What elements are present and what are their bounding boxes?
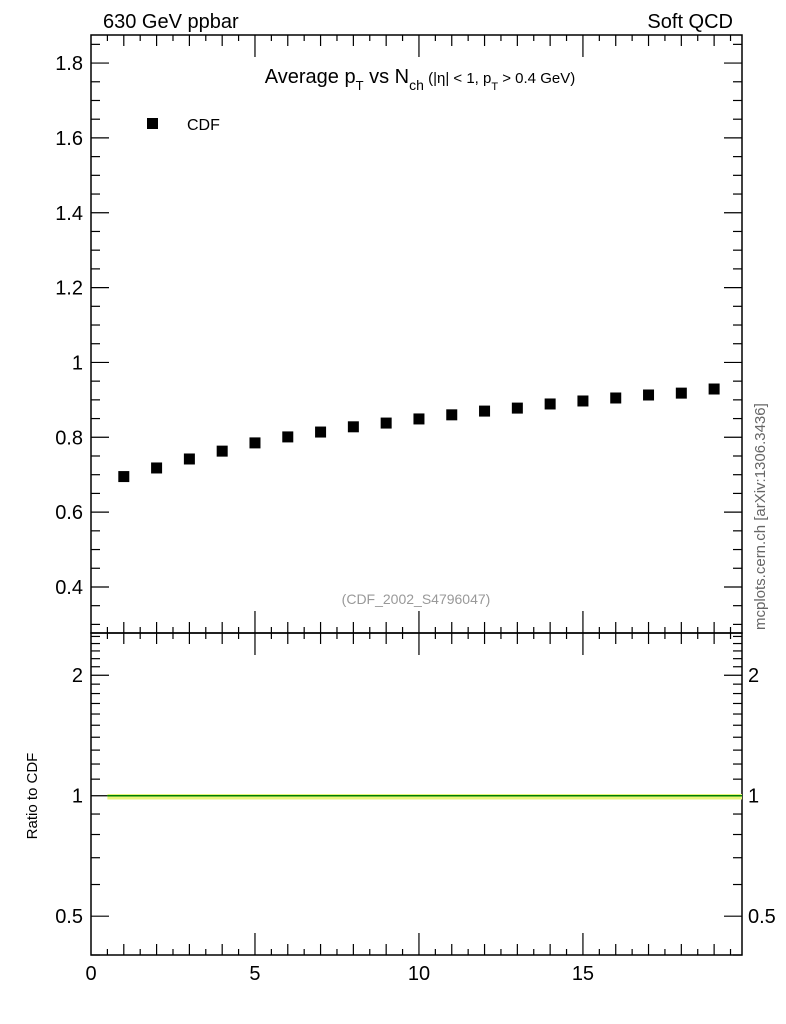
data-point [347, 421, 359, 433]
side-label: mcplots.cern.ch [arXiv:1306.3436] [752, 403, 769, 630]
ratio-ylabel: Ratio to CDF [24, 753, 41, 840]
main-plot: 0.4 0.6 0.8 1 1.2 1.4 1.6 1.8 [55, 34, 743, 634]
ratio-y-tick-label: 2 [72, 665, 83, 687]
x-tick-label: 15 [572, 963, 594, 985]
data-point [643, 389, 655, 401]
ratio-y-tick-label-right: 0.5 [748, 906, 776, 928]
header-right: Soft QCD [647, 11, 733, 33]
data-point [610, 392, 622, 404]
x-tick-label: 5 [249, 963, 260, 985]
data-point [183, 453, 195, 465]
analysis-id: (CDF_2002_S4796047) [342, 591, 491, 607]
data-point [413, 413, 425, 425]
data-point [282, 431, 294, 443]
y-tick-label: 1.6 [55, 128, 83, 150]
data-point [675, 387, 687, 399]
data-point [446, 409, 458, 421]
data-point [216, 445, 228, 457]
x-tick-label: 0 [85, 963, 96, 985]
data-point [151, 462, 163, 474]
ratio-band [107, 793, 742, 800]
data-point [511, 402, 523, 414]
data-point [249, 437, 261, 449]
header-left: 630 GeV ppbar [103, 11, 239, 33]
legend-marker-cdf [147, 118, 158, 129]
ratio-y-tick-label-right: 1 [748, 786, 759, 808]
ratio-plot: 0.5 0.5 1 1 2 2 0 5 10 15 [55, 632, 776, 985]
data-point [118, 471, 130, 483]
y-tick-label: 0.6 [55, 502, 83, 524]
data-point [380, 417, 392, 429]
ratio-y-tick-label-right: 2 [748, 665, 759, 687]
chart-title: Average pT vs Nch (|η| < 1, pT > 0.4 GeV… [265, 66, 575, 93]
data-point [577, 395, 589, 407]
y-tick-label: 0.8 [55, 427, 83, 449]
y-tick-label: 1.2 [55, 278, 83, 300]
y-tick-label: 1.8 [55, 53, 83, 75]
ratio-y-tick-label: 1 [72, 786, 83, 808]
legend-label-cdf: CDF [187, 117, 220, 134]
y-tick-label: 1.4 [55, 203, 83, 225]
data-point [544, 398, 556, 410]
y-tick-label: 0.4 [55, 577, 83, 599]
y-tick-label: 1 [72, 352, 83, 374]
data-point [708, 383, 720, 395]
x-tick-label: 10 [408, 963, 430, 985]
data-point [315, 426, 327, 438]
data-point [479, 405, 491, 417]
ratio-y-tick-label: 0.5 [55, 906, 83, 928]
